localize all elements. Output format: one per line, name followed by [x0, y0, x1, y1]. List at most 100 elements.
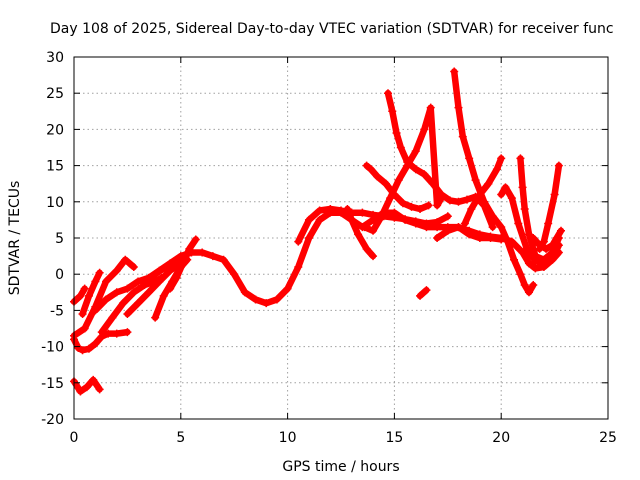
data-point-marker: [383, 89, 392, 98]
data-point-marker: [554, 161, 563, 170]
data-point-marker: [433, 218, 442, 227]
data-point-marker: [347, 215, 356, 224]
data-point-marker: [522, 244, 531, 253]
data-point-marker: [240, 288, 249, 297]
data-point-marker: [91, 339, 100, 348]
data-point-marker: [304, 234, 313, 242]
data-point-marker: [529, 281, 538, 290]
data-point-marker: [437, 190, 446, 199]
chart-title: Day 108 of 2025, Sidereal Day-to-day VTE…: [50, 21, 614, 37]
data-point-marker: [497, 234, 506, 242]
data-point-marker: [91, 306, 100, 315]
data-point-marker: [219, 255, 228, 264]
data-point-marker: [454, 197, 463, 206]
data-point-marker: [159, 264, 168, 273]
data-point-marker: [497, 190, 506, 199]
data-point-marker: [362, 244, 371, 253]
data-point-marker: [76, 291, 85, 300]
data-point-marker: [422, 286, 431, 295]
data-point-marker: [426, 103, 435, 112]
data-point-marker: [465, 154, 474, 163]
data-point-marker: [112, 288, 121, 297]
data-point-marker: [407, 202, 416, 211]
data-point-marker: [104, 329, 113, 338]
data-point-marker: [97, 328, 106, 337]
data-point-marker: [178, 259, 187, 268]
data-point-marker: [518, 248, 527, 257]
data-point-marker: [373, 172, 382, 181]
data-point-marker: [433, 234, 442, 242]
data-point-marker: [510, 255, 519, 264]
data-point-marker: [524, 230, 533, 239]
data-point-marker: [403, 157, 412, 166]
data-point-marker: [467, 205, 476, 214]
y-tick-label: -10: [41, 340, 64, 356]
data-point-marker: [208, 252, 217, 261]
data-point-marker: [89, 375, 98, 384]
data-point-marker: [416, 205, 425, 214]
data-point-marker: [463, 195, 472, 204]
data-point-marker: [123, 284, 132, 293]
y-tick-label: -15: [41, 376, 64, 392]
data-point-marker: [550, 190, 559, 199]
data-point-marker: [516, 270, 525, 279]
data-point-marker: [119, 299, 128, 308]
data-point-marker: [354, 230, 363, 239]
data-point-marker: [516, 154, 525, 163]
data-point-marker: [488, 223, 497, 232]
data-point-marker: [488, 212, 497, 221]
data-point-marker: [507, 237, 516, 246]
data-point-marker: [443, 226, 452, 235]
data-point-marker: [529, 234, 538, 242]
data-point-marker: [420, 170, 429, 179]
x-tick-label: 25: [599, 430, 617, 446]
x-tick-label: 0: [70, 430, 79, 446]
data-point-marker: [484, 179, 493, 188]
data-point-marker: [172, 273, 181, 282]
data-point-marker: [84, 344, 93, 353]
data-point-marker: [294, 237, 303, 246]
data-point-marker: [422, 219, 431, 228]
data-point-marker: [411, 165, 420, 174]
data-point-marker: [390, 213, 399, 222]
data-point-marker: [514, 219, 523, 228]
data-point-marker: [294, 262, 303, 271]
data-point-marker: [78, 310, 87, 319]
data-point-marker: [539, 237, 548, 246]
y-tick-label: 20: [46, 122, 64, 138]
data-point-marker: [129, 262, 138, 271]
data-point-marker: [151, 270, 160, 279]
data-point-marker: [80, 284, 89, 293]
data-point-marker: [84, 291, 93, 300]
data-point-marker: [411, 217, 420, 226]
data-point-marker: [155, 277, 164, 286]
y-axis-title: SDTVAR / TECUs: [7, 181, 23, 296]
data-point-marker: [471, 176, 480, 185]
data-point-marker: [428, 179, 437, 188]
data-point-marker: [144, 277, 153, 286]
data-point-marker: [401, 215, 410, 224]
axis-ticks: [73, 56, 609, 420]
data-point-marker: [531, 252, 540, 261]
x-tick-label: 20: [492, 430, 510, 446]
data-point-marker: [185, 244, 194, 253]
data-point-marker: [539, 255, 548, 264]
data-point-marker: [134, 277, 143, 286]
data-point-marker: [392, 129, 401, 138]
data-point-marker: [396, 143, 405, 152]
data-point-marker: [304, 215, 313, 224]
x-tick-label: 10: [279, 430, 297, 446]
data-point-marker: [102, 295, 111, 304]
x-tick-labels: 0 5 10 15 20 25: [70, 430, 617, 446]
data-point-marker: [198, 248, 207, 257]
data-point-marker: [480, 197, 489, 206]
data-point-marker: [362, 161, 371, 170]
y-tick-label: 15: [46, 159, 64, 175]
data-point-marker: [123, 310, 132, 319]
data-point-marker: [102, 277, 111, 286]
data-point-marker: [416, 291, 425, 300]
data-point-marker: [486, 232, 495, 241]
data-point-marker: [450, 67, 459, 76]
data-point-marker: [497, 154, 506, 163]
